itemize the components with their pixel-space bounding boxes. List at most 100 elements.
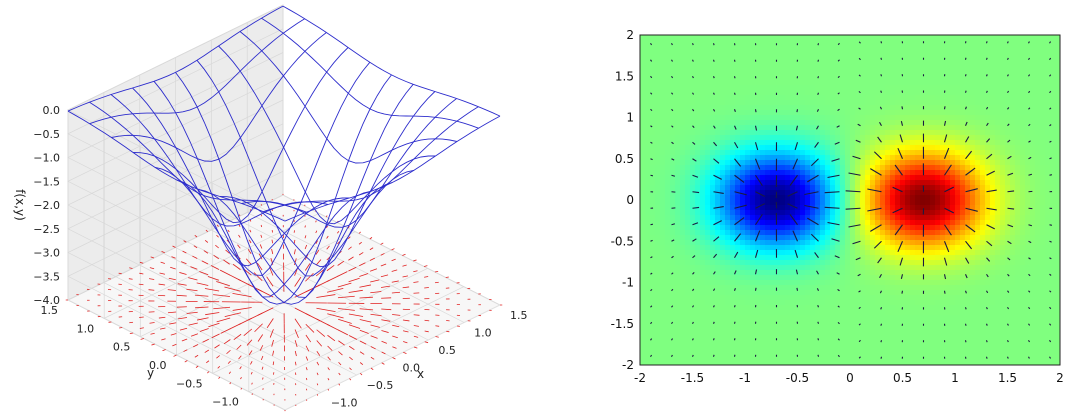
- z-tick-label: −3.5: [33, 270, 60, 283]
- heatmap-cell: [770, 275, 776, 281]
- heatmap-cell: [720, 270, 726, 276]
- heatmap-cell: [900, 320, 906, 326]
- heatmap-cell: [820, 290, 826, 296]
- heatmap-cell: [955, 345, 961, 351]
- vector-arrow: [220, 328, 231, 334]
- heatmap-cell: [950, 360, 956, 365]
- heatmap-cell: [670, 235, 676, 241]
- heatmap-cell: [705, 130, 711, 136]
- heatmap-cell: [970, 275, 976, 281]
- heatmap-cell: [660, 290, 666, 296]
- vector-arrow: [194, 235, 198, 238]
- heatmap-cell: [965, 155, 971, 161]
- heatmap-cell: [755, 130, 761, 136]
- vector-arrow: [228, 274, 241, 281]
- heatmap-cell: [960, 235, 966, 241]
- heatmap-cell: [915, 140, 921, 146]
- heatmap-cell: [755, 85, 761, 91]
- heatmap-cell: [955, 110, 961, 116]
- heatmap-cell: [940, 210, 946, 216]
- heatmap-cell: [765, 235, 771, 241]
- heatmap-cell: [705, 60, 711, 66]
- heatmap-cell: [705, 245, 711, 251]
- heatmap-cell: [830, 340, 836, 346]
- heatmap-cell: [805, 235, 811, 241]
- heatmap-cell: [740, 150, 746, 156]
- heatmap-cell: [680, 185, 686, 191]
- heatmap-cell: [665, 200, 671, 206]
- heatmap-cell: [870, 40, 876, 46]
- heatmap-cell: [935, 145, 941, 151]
- heatmap-cell: [960, 175, 966, 181]
- heatmap-cell: [685, 170, 691, 176]
- heatmap-cell: [860, 205, 866, 211]
- heatmap-cell: [680, 45, 686, 51]
- heatmap-cell: [670, 260, 676, 266]
- heatmap-cell: [975, 195, 981, 201]
- heatmap-cell: [670, 265, 676, 271]
- heatmap-cell: [785, 200, 791, 206]
- heatmap-cell: [840, 35, 846, 41]
- heatmap-cell: [810, 35, 816, 41]
- heatmap-cell: [700, 100, 706, 106]
- heatmap-cell: [705, 335, 711, 341]
- heatmap-cell: [690, 195, 696, 201]
- heatmap-cell: [720, 295, 726, 301]
- heatmap-cell: [960, 35, 966, 41]
- heatmap-cell: [640, 220, 646, 226]
- heatmap-cell: [645, 80, 651, 86]
- heatmap-cell: [860, 100, 866, 106]
- vector-arrow: [262, 377, 264, 380]
- heatmap-cell: [820, 345, 826, 351]
- heatmap-cell: [800, 260, 806, 266]
- heatmap-cell: [920, 290, 926, 296]
- heatmap-cell: [865, 150, 871, 156]
- heatmap-cell: [890, 90, 896, 96]
- heatmap-cell: [835, 40, 841, 46]
- heatmap-cell: [640, 55, 646, 61]
- heatmap-cell: [890, 80, 896, 86]
- heatmap-cell: [755, 335, 761, 341]
- heatmap-cell: [925, 305, 931, 311]
- heatmap-cell: [905, 290, 911, 296]
- vector-arrow: [338, 340, 345, 346]
- heatmap-cell: [970, 195, 976, 201]
- vector-arrow: [338, 361, 342, 366]
- heatmap-cell: [775, 320, 781, 326]
- heatmap-cell: [745, 195, 751, 201]
- z-tick-label: −2.5: [33, 223, 60, 236]
- heatmap-cell: [775, 35, 781, 41]
- heatmap-cell: [945, 210, 951, 216]
- vector-arrow: [129, 332, 134, 335]
- heatmap-cell: [725, 180, 731, 186]
- heatmap-cell: [970, 345, 976, 351]
- heatmap-cell: [795, 105, 801, 111]
- heatmap-cell: [740, 325, 746, 331]
- heatmap-cell: [765, 135, 771, 141]
- z-tick-label: 0.0: [43, 104, 61, 117]
- heatmap-cell: [775, 240, 781, 246]
- vector-arrow: [402, 319, 410, 322]
- heatmap-cell: [720, 245, 726, 251]
- heatmap-cell: [735, 200, 741, 206]
- heatmap-cell: [690, 165, 696, 171]
- heatmap-cell: [665, 90, 671, 96]
- heatmap-cell: [855, 215, 861, 221]
- heatmap-cell: [855, 255, 861, 261]
- heatmap-cell: [690, 170, 696, 176]
- heatmap-cell: [880, 235, 886, 241]
- heatmap-cell: [730, 150, 736, 156]
- heatmap-cell: [835, 90, 841, 96]
- heatmap-cell: [710, 210, 716, 216]
- heatmap-cell: [680, 330, 686, 336]
- heatmap-cell: [645, 180, 651, 186]
- heatmap-cell: [720, 315, 726, 321]
- heatmap-cell: [665, 55, 671, 61]
- heatmap-cell: [975, 185, 981, 191]
- heatmap-cell: [930, 335, 936, 341]
- heatmap-cell: [930, 85, 936, 91]
- heatmap-cell: [970, 310, 976, 316]
- heatmap-cell: [655, 245, 661, 251]
- heatmap-cell: [920, 260, 926, 266]
- heatmap-cell: [880, 310, 886, 316]
